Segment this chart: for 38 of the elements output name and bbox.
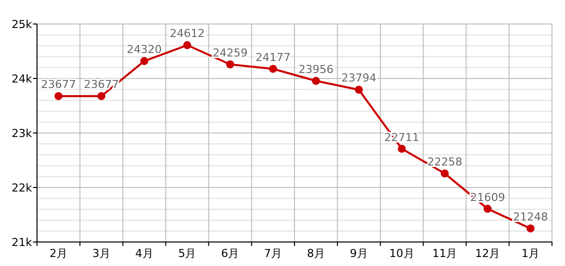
y-tick-label: 21k — [12, 236, 33, 249]
point — [354, 86, 363, 94]
y-tick-label: 23k — [12, 127, 33, 140]
point — [97, 92, 106, 100]
data-label: 23677 — [40, 78, 76, 92]
x-tick-label: 4月 — [135, 247, 154, 260]
data-label: 24259 — [212, 46, 248, 60]
point — [526, 224, 535, 232]
point — [398, 144, 406, 153]
x-tick-label: 6月 — [221, 247, 240, 260]
x-tick-label: 3月 — [92, 247, 110, 260]
x-tick-label: 11月 — [432, 247, 458, 260]
x-tick-label: 1月 — [522, 247, 540, 260]
x-tick-label: 2月 — [49, 247, 68, 260]
x-tick-label: 9月 — [350, 247, 368, 260]
point — [226, 60, 234, 68]
data-label: 24612 — [170, 27, 205, 40]
data-label: 22258 — [427, 155, 462, 168]
data-label: 21248 — [513, 210, 548, 224]
point — [484, 204, 492, 213]
point — [312, 76, 320, 85]
point — [54, 92, 62, 100]
x-tick-label: 10月 — [389, 247, 414, 260]
y-tick-label: 25k — [12, 18, 33, 31]
point — [183, 41, 192, 50]
x-tick-label: 8月 — [306, 247, 325, 260]
point — [440, 169, 449, 178]
data-label: 23794 — [341, 72, 376, 85]
data-label: 23956 — [298, 62, 334, 76]
point — [140, 57, 148, 66]
data-label: 24320 — [126, 43, 162, 56]
y-tick-label: 22k — [12, 182, 33, 194]
x-tick-label: 5月 — [178, 247, 196, 260]
x-tick-label: 7月 — [264, 247, 282, 260]
data-label: 24177 — [256, 50, 291, 64]
point — [269, 64, 278, 73]
y-tick-label: 24k — [12, 72, 33, 86]
x-tick-label: 12月 — [475, 247, 500, 260]
